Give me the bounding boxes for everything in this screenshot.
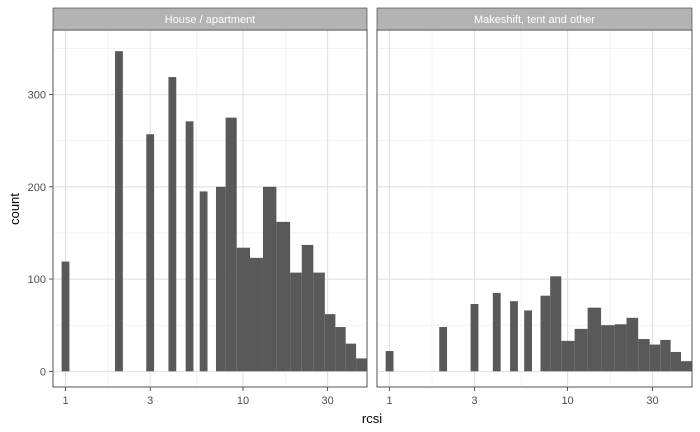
panel-2: Makeshift, tent and other 1 3 10 30	[376, 7, 693, 407]
facet-strip-label: Makeshift, tent and other	[474, 14, 595, 26]
y-axis-title: count	[7, 193, 22, 225]
bar	[146, 134, 155, 372]
bar	[215, 186, 226, 372]
bar	[335, 327, 346, 372]
bar	[550, 276, 562, 372]
bar	[587, 307, 602, 372]
x-tick-label: 3	[147, 395, 153, 407]
bar	[168, 77, 177, 372]
bar	[313, 272, 325, 372]
panel-background	[376, 29, 693, 388]
x-tick-label: 30	[646, 395, 658, 407]
bar	[540, 295, 551, 372]
x-tick-label: 10	[561, 395, 573, 407]
bar	[649, 344, 661, 372]
bar	[470, 303, 479, 372]
bar	[290, 272, 302, 372]
y-tick-label: 300	[28, 90, 46, 102]
x-axis-title: rcsi	[362, 411, 382, 426]
bar	[626, 317, 639, 372]
bar	[324, 314, 336, 372]
facet-strip	[52, 7, 368, 31]
bar	[681, 361, 692, 372]
bar	[249, 257, 263, 372]
bar	[276, 221, 291, 372]
x-tick-label: 3	[471, 395, 477, 407]
bar	[236, 247, 250, 372]
bar	[185, 121, 194, 372]
bar	[492, 292, 501, 372]
y-tick-label: 200	[28, 182, 46, 194]
bar	[345, 343, 357, 372]
bar	[574, 328, 588, 372]
bar	[561, 340, 575, 372]
x-tick-label: 1	[62, 395, 68, 407]
bar	[510, 301, 518, 372]
bar	[225, 117, 237, 372]
facet-strip	[376, 7, 693, 31]
bar	[524, 310, 533, 372]
bar	[439, 327, 448, 372]
bar	[301, 244, 314, 372]
bar	[356, 358, 367, 372]
bar	[385, 351, 394, 372]
y-tick-label: 0	[40, 366, 46, 378]
bar	[638, 339, 650, 372]
bar	[601, 325, 615, 372]
bar	[61, 261, 70, 372]
bar	[115, 51, 123, 372]
bar	[262, 186, 277, 372]
y-tick-label: 100	[28, 274, 46, 286]
bar	[199, 191, 208, 372]
facet-strip-label: House / apartment	[165, 14, 256, 26]
x-tick-label: 1	[387, 395, 393, 407]
bar	[660, 339, 671, 372]
bar	[670, 351, 682, 372]
bar	[614, 324, 627, 372]
x-tick-label: 30	[322, 395, 334, 407]
x-tick-label: 10	[237, 395, 249, 407]
